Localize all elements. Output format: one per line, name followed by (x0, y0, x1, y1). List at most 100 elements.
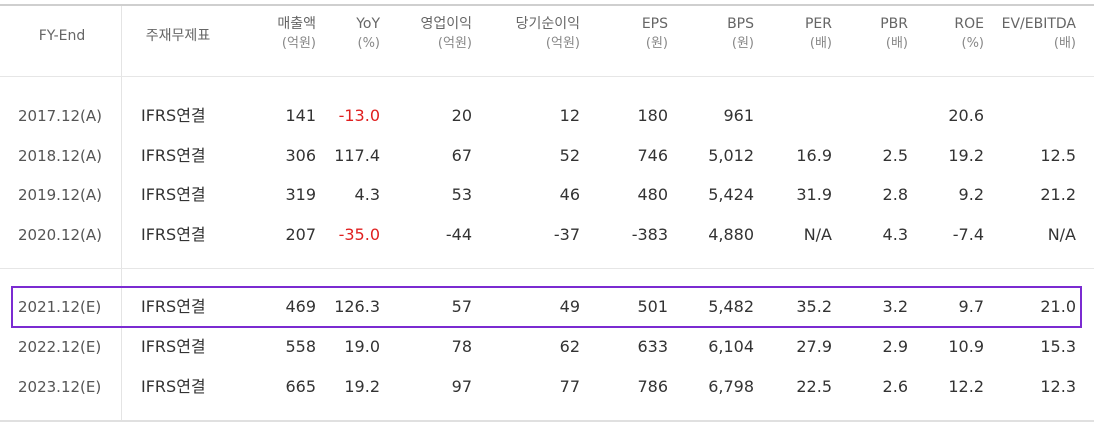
header-roe: ROE (%) (954, 16, 984, 51)
cell-yoy: 4.3 (354, 185, 380, 204)
cell-ev-ebitda: 21.0 (1040, 297, 1076, 316)
header-ev-ebitda: EV/EBITDA (배) (1001, 16, 1076, 51)
cell-roe: -7.4 (952, 225, 984, 244)
cell-fy-end: 2020.12(A) (18, 226, 102, 244)
cell-yoy: 19.2 (344, 377, 380, 396)
header-per: PER (배) (804, 16, 832, 51)
cell-per: 22.5 (796, 377, 832, 396)
cell-operating-profit: 97 (451, 377, 472, 396)
table-top-border (0, 4, 1094, 6)
header-bps: BPS (원) (727, 16, 754, 51)
cell-sales: 319 (285, 185, 316, 204)
cell-operating-profit: 67 (451, 146, 472, 165)
cell-roe: 9.2 (958, 185, 984, 204)
cell-roe: 9.7 (958, 297, 984, 316)
cell-eps: 746 (637, 146, 668, 165)
cell-roe: 20.6 (948, 106, 984, 125)
cell-pbr: 2.6 (882, 377, 908, 396)
cell-pbr: 4.3 (882, 225, 908, 244)
cell-roe: 12.2 (948, 377, 984, 396)
cell-per: 35.2 (796, 297, 832, 316)
cell-net-income: 52 (559, 146, 580, 165)
cell-sales: 558 (285, 337, 316, 356)
cell-fy-end: 2017.12(A) (18, 107, 102, 125)
cell-account: IFRS연결 (141, 377, 206, 396)
cell-bps: 6,104 (708, 337, 754, 356)
header-eps: EPS (원) (641, 16, 668, 51)
cell-operating-profit: 78 (451, 337, 472, 356)
cell-bps: 5,424 (708, 185, 754, 204)
cell-yoy: 126.3 (334, 297, 380, 316)
cell-net-income: 46 (559, 185, 580, 204)
table-row: 2017.12(A) IFRS연결 141 -13.0 20 12 180 96… (0, 97, 1094, 135)
cell-bps: 6,798 (708, 377, 754, 396)
header-net-income: 당기순이익 (억원) (515, 16, 580, 51)
header-yoy: YoY (%) (356, 16, 380, 51)
cell-eps: 501 (637, 297, 668, 316)
section-separator (0, 268, 1094, 269)
cell-yoy: 117.4 (334, 146, 380, 165)
cell-per: N/A (803, 225, 832, 244)
cell-yoy: -13.0 (338, 106, 380, 125)
cell-pbr: 3.2 (882, 297, 908, 316)
cell-operating-profit: 53 (451, 185, 472, 204)
cell-net-income: 62 (559, 337, 580, 356)
header-fy-end: FY-End (38, 28, 86, 44)
table-row: 2020.12(A) IFRS연결 207 -35.0 -44 -37 -383… (0, 216, 1094, 254)
cell-per: 27.9 (796, 337, 832, 356)
cell-account: IFRS연결 (141, 225, 206, 244)
cell-roe: 19.2 (948, 146, 984, 165)
header-operating-profit: 영업이익 (억원) (420, 16, 472, 51)
cell-eps: 480 (637, 185, 668, 204)
cell-net-income: 12 (559, 106, 580, 125)
column-divider (121, 6, 122, 420)
cell-pbr: 2.9 (882, 337, 908, 356)
cell-ev-ebitda: 12.5 (1040, 146, 1076, 165)
cell-eps: -383 (631, 225, 668, 244)
cell-ev-ebitda: 12.3 (1040, 377, 1076, 396)
cell-net-income: -37 (553, 225, 580, 244)
table-row: 2019.12(A) IFRS연결 319 4.3 53 46 480 5,42… (0, 176, 1094, 214)
table-row-highlighted: 2021.12(E) IFRS연결 469 126.3 57 49 501 5,… (0, 288, 1094, 326)
cell-roe: 10.9 (948, 337, 984, 356)
cell-sales: 469 (285, 297, 316, 316)
cell-per: 31.9 (796, 185, 832, 204)
cell-pbr: 2.5 (882, 146, 908, 165)
cell-eps: 786 (637, 377, 668, 396)
cell-bps: 5,482 (708, 297, 754, 316)
header-sales: 매출액 (억원) (277, 16, 316, 51)
table-row: 2023.12(E) IFRS연결 665 19.2 97 77 786 6,7… (0, 368, 1094, 406)
table-row: 2022.12(E) IFRS연결 558 19.0 78 62 633 6,1… (0, 328, 1094, 366)
cell-bps: 4,880 (708, 225, 754, 244)
cell-fy-end: 2023.12(E) (18, 378, 102, 396)
cell-sales: 207 (285, 225, 316, 244)
cell-yoy: -35.0 (338, 225, 380, 244)
cell-account: IFRS연결 (141, 297, 206, 316)
highlight-box (11, 286, 1082, 328)
cell-net-income: 77 (559, 377, 580, 396)
cell-sales: 665 (285, 377, 316, 396)
header-pbr: PBR (배) (880, 16, 908, 51)
cell-ev-ebitda: 21.2 (1040, 185, 1076, 204)
cell-yoy: 19.0 (344, 337, 380, 356)
cell-account: IFRS연결 (141, 337, 206, 356)
cell-fy-end: 2018.12(A) (18, 147, 102, 165)
cell-operating-profit: 20 (451, 106, 472, 125)
cell-account: IFRS연결 (141, 106, 206, 125)
cell-account: IFRS연결 (141, 146, 206, 165)
cell-bps: 5,012 (708, 146, 754, 165)
cell-bps: 961 (723, 106, 754, 125)
header-account: 주재무제표 (145, 28, 211, 44)
cell-pbr: 2.8 (882, 185, 908, 204)
header-separator (0, 76, 1094, 77)
cell-ev-ebitda: N/A (1047, 225, 1076, 244)
cell-sales: 306 (285, 146, 316, 165)
cell-sales: 141 (285, 106, 316, 125)
cell-fy-end: 2022.12(E) (18, 338, 102, 356)
cell-account: IFRS연결 (141, 185, 206, 204)
table-bottom-border (0, 420, 1094, 422)
cell-operating-profit: -44 (445, 225, 472, 244)
table-row: 2018.12(A) IFRS연결 306 117.4 67 52 746 5,… (0, 137, 1094, 175)
cell-fy-end: 2019.12(A) (18, 186, 102, 204)
